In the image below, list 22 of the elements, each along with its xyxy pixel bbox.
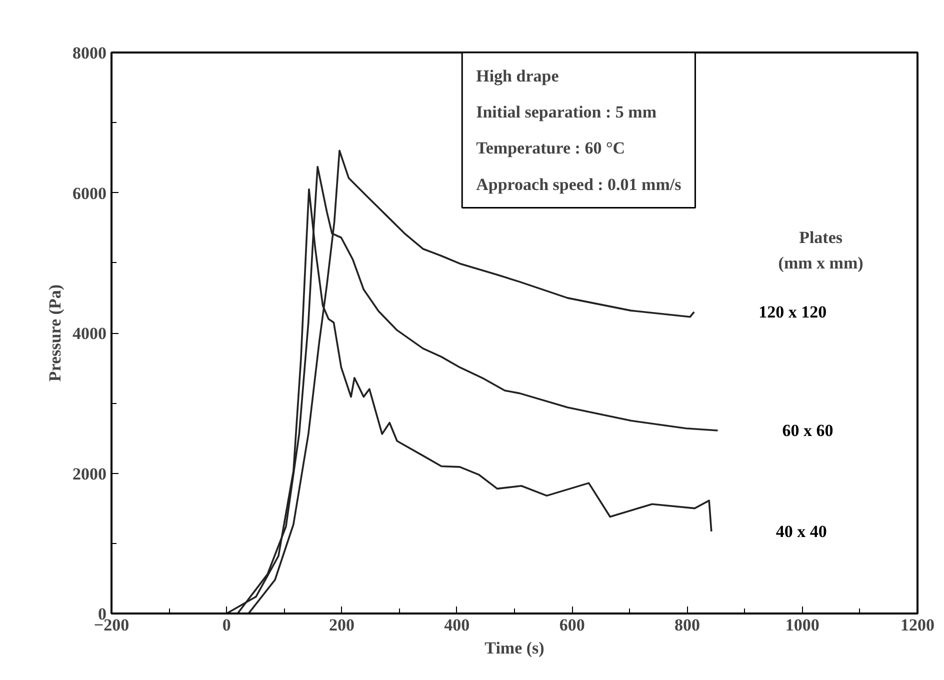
annotation: Initial separation : 5 mm: [476, 102, 656, 122]
y-tick-label: 6000: [72, 184, 106, 203]
annotation: Approach speed : 0.01 mm/s: [476, 174, 682, 194]
x-axis-title: Time (s): [484, 638, 544, 658]
x-tick-label: 1200: [900, 616, 934, 634]
x-tick-label: 1000: [785, 616, 820, 634]
annotation: Plates: [799, 228, 843, 248]
annotation: (mm x mm): [778, 253, 864, 272]
y-tick-label: 2000: [72, 464, 106, 484]
y-axis-title: Pressure (Pa): [46, 284, 64, 382]
x-tick-label: 800: [674, 616, 700, 634]
x-tick-label: 0: [222, 616, 231, 634]
annotation: High drape: [476, 66, 560, 86]
text: 40 x 40: [776, 522, 827, 541]
text: 120 x 120: [758, 302, 827, 322]
y-tick-label: 8000: [72, 44, 106, 62]
text: 60 x 60: [782, 420, 834, 440]
y-tick-label: 4000: [72, 324, 106, 343]
annotation: Temperature : 60 °C: [476, 138, 626, 158]
x-tick-label: 200: [329, 616, 355, 634]
x-tick-label: 400: [444, 616, 470, 634]
x-tick-label: 600: [559, 616, 585, 634]
